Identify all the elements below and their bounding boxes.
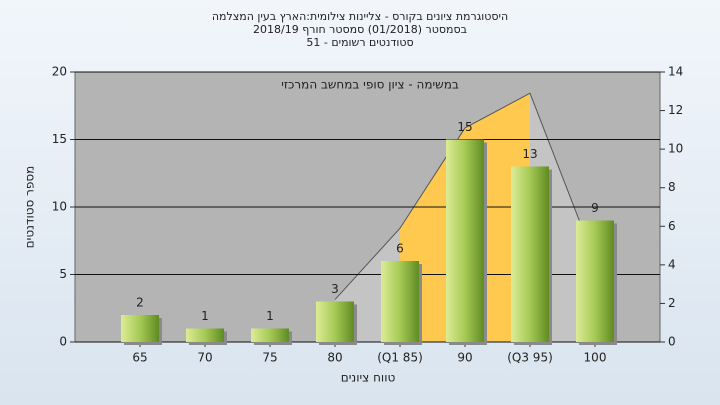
y2-tick-label: 2: [668, 296, 676, 310]
data-label: 1: [266, 309, 274, 323]
x-tick-label: (Q3 95): [507, 351, 553, 365]
y-tick-label: 0: [59, 335, 67, 349]
x-axis-label: טווח ציונים: [341, 371, 396, 385]
data-label: 15: [457, 120, 472, 134]
y-tick-label: 10: [52, 200, 67, 214]
x-tick-label: (Q1 85): [377, 351, 423, 365]
bar: [511, 166, 549, 342]
y-axis-label: מספר סטודנטים: [23, 166, 37, 249]
x-tick-label: 90: [457, 351, 472, 365]
bar: [576, 220, 614, 342]
x-tick-label: 65: [132, 351, 147, 365]
bar: [446, 139, 484, 342]
y2-tick-label: 12: [668, 103, 683, 117]
y2-tick-label: 8: [668, 180, 676, 194]
y2-tick-label: 0: [668, 335, 676, 349]
data-label: 1: [201, 309, 209, 323]
chart-subtitle: בסמסטר (01/2018) סמסטר חורף 2018/19: [253, 23, 467, 36]
x-tick-label: 75: [262, 351, 277, 365]
data-label: 2: [136, 296, 144, 310]
y-tick-label: 5: [59, 267, 67, 281]
data-label: 9: [591, 201, 599, 215]
bar: [186, 328, 224, 342]
y-tick-label: 15: [52, 132, 67, 146]
bar: [251, 328, 289, 342]
data-label: 3: [331, 282, 339, 296]
chart-subtitle: סטודנטים רשומים - 51: [306, 36, 413, 49]
y2-tick-label: 14: [668, 65, 683, 79]
bar: [316, 301, 354, 342]
x-tick-label: 100: [584, 351, 607, 365]
y2-tick-label: 10: [668, 142, 683, 156]
x-tick-label: 70: [197, 351, 212, 365]
chart-title: היסטוגרמת ציונים בקורס - צליינות צילומית…: [212, 10, 508, 23]
area-line: [334, 92, 596, 300]
y-tick-label: 20: [52, 65, 67, 79]
y2-tick-label: 6: [668, 219, 676, 233]
y2-tick-label: 4: [668, 257, 676, 271]
bar: [381, 261, 419, 342]
data-label: 6: [396, 242, 404, 256]
data-label: 13: [522, 147, 537, 161]
bar: [121, 315, 159, 342]
x-tick-label: 80: [327, 351, 342, 365]
annotation: במשימה - ציון סופי במחשב המרכזי: [281, 78, 459, 92]
